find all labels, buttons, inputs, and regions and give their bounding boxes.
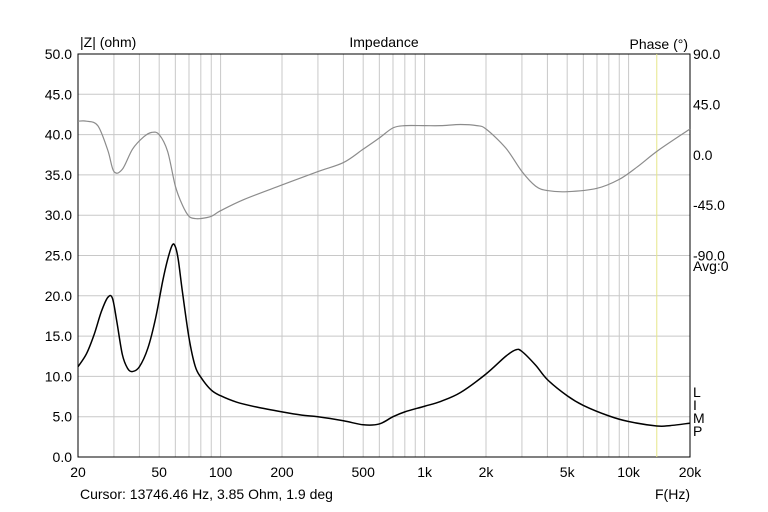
- y-left-tick-label: 0.0: [53, 449, 73, 465]
- x-tick-label: 10k: [617, 464, 641, 480]
- impedance-series-line: [77, 243, 691, 428]
- y-right-tick-label: -45.0: [693, 197, 725, 213]
- x-tick-label: 5k: [560, 464, 576, 480]
- right-axis-label: Phase (°): [629, 36, 688, 52]
- y-left-tick-label: 20.0: [45, 288, 72, 304]
- y-right-tick-label: -90.0: [693, 248, 725, 264]
- x-tick-label: 1k: [417, 464, 433, 480]
- series-layer: [77, 120, 691, 428]
- y-left-tick-label: 45.0: [45, 86, 72, 102]
- y-left-tick-label: 15.0: [45, 328, 72, 344]
- y-left-tick-label: 30.0: [45, 207, 72, 223]
- side-letter: P: [693, 423, 702, 439]
- avg-label: Avg:0: [693, 258, 729, 274]
- x-tick-label: 500: [352, 464, 376, 480]
- x-tick-label: 200: [270, 464, 294, 480]
- side-letter: I: [693, 397, 697, 413]
- y-right-tick-label: 90.0: [693, 46, 720, 62]
- y-right-tick-label: 45.0: [693, 96, 720, 112]
- x-tick-label: 20k: [679, 464, 703, 480]
- x-tick-label: 2k: [479, 464, 495, 480]
- side-letter: M: [693, 410, 705, 426]
- y-left-tick-label: 5.0: [53, 409, 73, 425]
- y-left-tick-label: 40.0: [45, 127, 72, 143]
- y-left-tick-label: 25.0: [45, 248, 72, 264]
- tick-labels: 20 50 100 200 500 1k 2k 5k 10k 20k 0.0 5.0 10.0 15.0 2…: [45, 46, 725, 480]
- x-axis-label: F(Hz): [655, 486, 690, 502]
- y-left-tick-label: 35.0: [45, 167, 72, 183]
- plot-frame: [77, 53, 691, 458]
- y-right-tick-label: 0.0: [693, 147, 713, 163]
- left-axis-label: |Z| (ohm): [80, 34, 136, 50]
- x-tick-label: 100: [209, 464, 233, 480]
- chart-title: Impedance: [349, 34, 418, 50]
- x-tick-label: 20: [70, 464, 86, 480]
- phase-series-line: [77, 120, 691, 220]
- cursor-readout: Cursor: 13746.46 Hz, 3.85 Ohm, 1.9 deg: [80, 486, 333, 502]
- grid-lines: [78, 54, 690, 457]
- side-letter: L: [693, 384, 701, 400]
- x-tick-label: 50: [151, 464, 167, 480]
- y-left-tick-label: 10.0: [45, 368, 72, 384]
- y-left-tick-label: 50.0: [45, 46, 72, 62]
